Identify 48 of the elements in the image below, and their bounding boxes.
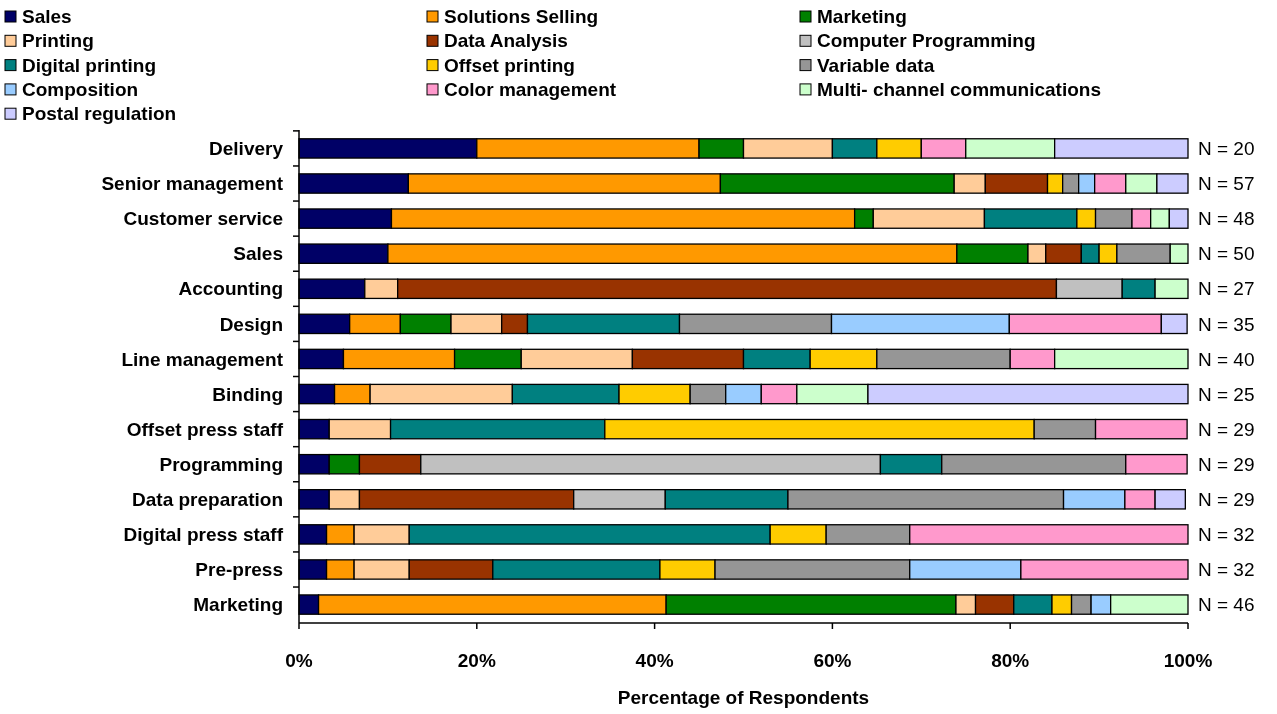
- y-tick-label: Sales: [233, 243, 283, 265]
- text: N = 40: [1198, 348, 1255, 370]
- text: N = 29: [1198, 453, 1255, 475]
- text: N = 48: [1198, 208, 1255, 230]
- x-tick-label: 40%: [635, 650, 674, 671]
- text: N = 32: [1198, 559, 1255, 581]
- y-tick-label: Delivery: [209, 138, 284, 160]
- text: N = 25: [1198, 383, 1255, 405]
- legend-label: Data Analysis: [444, 30, 568, 52]
- y-tick-label: Marketing: [193, 594, 283, 616]
- x-tick-label: 80%: [991, 650, 1030, 671]
- text: N = 29: [1198, 418, 1255, 440]
- y-tick-label: Offset press staff: [126, 418, 284, 440]
- y-tick-label: Line management: [121, 348, 284, 370]
- legend-label: Variable data: [817, 54, 935, 76]
- text: N = 35: [1198, 313, 1255, 335]
- legend-label: Sales: [22, 6, 72, 27]
- y-tick-label: Binding: [212, 383, 283, 405]
- y-tick-label: Accounting: [178, 278, 283, 300]
- text: N = 32: [1198, 524, 1255, 546]
- x-tick-label: 100%: [1163, 650, 1213, 671]
- y-tick-label: Design: [219, 313, 283, 335]
- text: N = 57: [1198, 173, 1255, 195]
- legend-label: Offset printing: [444, 54, 575, 76]
- legend-label: Color management: [444, 78, 617, 100]
- text: N = 29: [1198, 488, 1255, 510]
- text: N = 20: [1198, 138, 1255, 160]
- y-tick-label: Digital press staff: [123, 524, 284, 546]
- y-tick-label: Programming: [159, 453, 283, 475]
- legend-label: Printing: [22, 30, 94, 52]
- y-tick-label: Senior management: [101, 173, 284, 195]
- text: N = 46: [1198, 594, 1255, 616]
- y-tick-label: Pre-press: [195, 559, 283, 581]
- legend-label: Composition: [22, 78, 139, 100]
- text: N = 27: [1198, 278, 1255, 300]
- x-tick-label: 20%: [457, 650, 496, 671]
- x-axis-title: Percentage of Respondents: [617, 687, 870, 708]
- legend-label: Multi- channel communications: [817, 78, 1101, 100]
- legend-label: Postal regulation: [22, 103, 177, 125]
- text: N = 50: [1198, 243, 1255, 265]
- legend-label: Computer Programming: [817, 30, 1036, 52]
- legend-label: Digital printing: [22, 54, 157, 76]
- y-tick-label: Data preparation: [132, 488, 283, 510]
- y-tick-label: Customer service: [123, 208, 283, 230]
- x-tick-label: 0%: [285, 650, 313, 671]
- x-tick-label: 60%: [813, 650, 852, 671]
- legend-label: Marketing: [817, 6, 907, 27]
- legend-label: Solutions Selling: [444, 6, 599, 27]
